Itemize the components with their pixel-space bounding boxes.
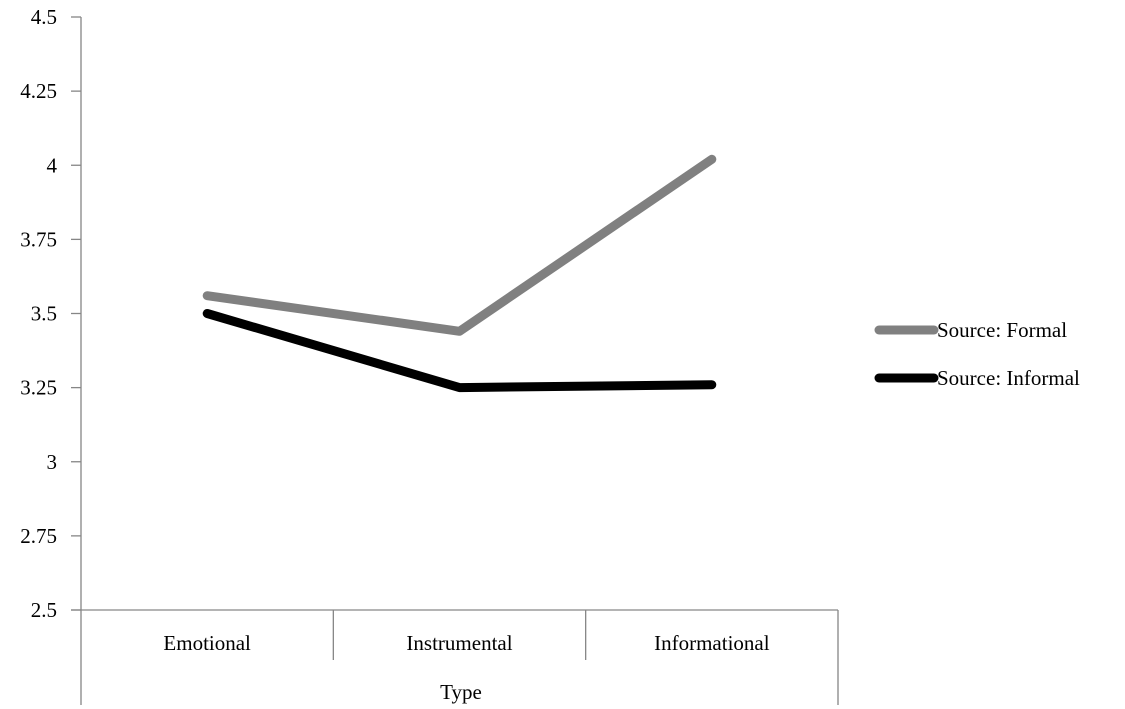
legend-label: Source: Informal — [937, 366, 1080, 390]
y-tick-label: 3.25 — [20, 376, 57, 400]
y-axis: 2.5 2.75 3 3.25 3.5 3.75 4 4.25 4.5 — [20, 5, 82, 622]
legend-item: Source: Formal — [874, 318, 1067, 342]
y-tick-label: 3 — [47, 450, 58, 474]
y-tick-label: 2.75 — [20, 524, 57, 548]
x-axis-title: Type — [440, 680, 482, 704]
legend-item: Source: Informal — [874, 366, 1080, 390]
y-tick-label: 4 — [47, 153, 58, 177]
y-tick-label: 2.5 — [31, 598, 57, 622]
y-tick-label: 4.25 — [20, 79, 57, 103]
x-category-label: Informational — [654, 631, 770, 655]
y-tick-label: 3.75 — [20, 227, 57, 251]
legend-label: Source: Formal — [937, 318, 1067, 342]
y-tick-label: 3.5 — [31, 302, 57, 326]
x-category-label: Instrumental — [406, 631, 512, 655]
y-tick-label: 4.5 — [31, 5, 57, 29]
x-axis: Type Emotional Instrumental Informational — [71, 609, 839, 705]
series-line-informal — [202, 309, 717, 393]
legend: Source: Formal Source: Informal — [874, 318, 1080, 390]
series-group — [202, 154, 717, 393]
series-line-formal — [202, 154, 717, 336]
x-category-label: Emotional — [163, 631, 251, 655]
